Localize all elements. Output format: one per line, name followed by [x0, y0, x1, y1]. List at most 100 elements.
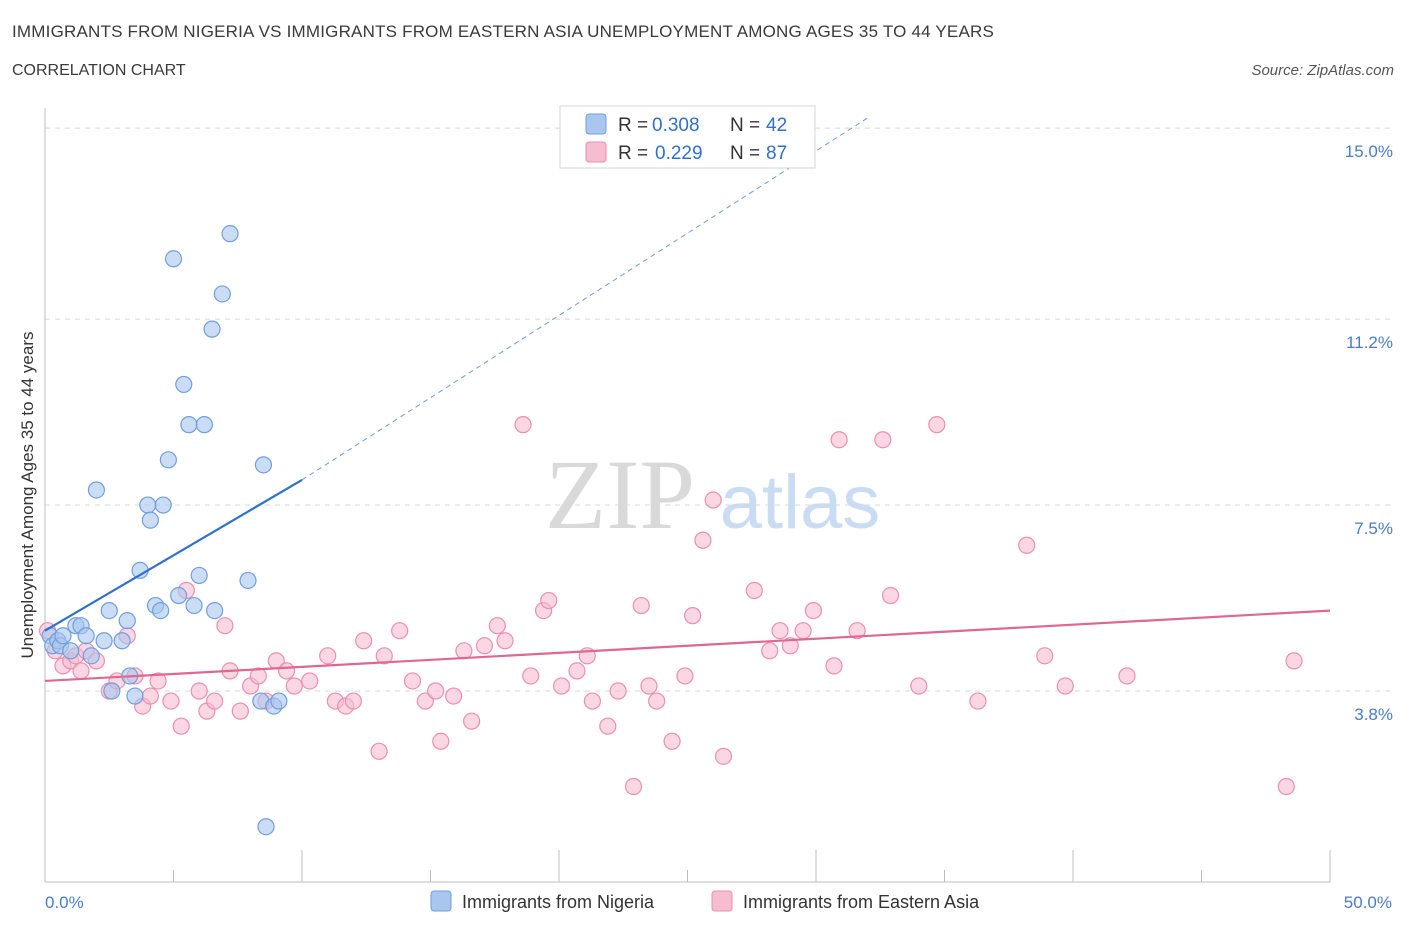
eastern-asia-point — [141, 687, 159, 705]
x-tick-label-max: 50.0% — [1344, 893, 1392, 912]
nigeria-point — [159, 451, 177, 469]
nigeria-point — [270, 692, 288, 710]
nigeria-point — [113, 632, 131, 650]
eastern-asia-point — [403, 672, 422, 690]
nigeria-point — [95, 632, 113, 650]
bottom-legend-label-nigeria: Immigrants from Nigeria — [462, 892, 655, 912]
eastern-asia-point — [874, 431, 892, 449]
nigeria-point — [213, 285, 231, 303]
nigeria-point — [203, 320, 221, 338]
eastern-asia-point — [771, 622, 789, 640]
nigeria-point — [154, 496, 172, 514]
nigeria-point — [180, 416, 198, 434]
nigeria-point — [206, 601, 224, 620]
eastern-asia-trend-line — [44, 609, 1331, 683]
eastern-asia-point — [599, 717, 617, 735]
eastern-asia-point — [1277, 777, 1295, 796]
y-tick-label: 11.2% — [1346, 333, 1393, 352]
eastern-asia-point — [583, 692, 602, 710]
nigeria-point — [254, 456, 273, 474]
eastern-asia-point — [640, 677, 658, 695]
nigeria-points — [41, 225, 288, 836]
nigeria-point — [54, 627, 72, 645]
eastern-asia-point — [249, 667, 267, 685]
watermark-atlas: atlas — [720, 460, 881, 545]
eastern-asia-point — [427, 682, 445, 700]
y-axis-label: Unemployment Among Ages 35 to 44 years — [18, 332, 37, 659]
eastern-asia-point — [206, 692, 224, 710]
eastern-asia-point — [1018, 536, 1036, 554]
eastern-asia-point — [745, 581, 763, 600]
eastern-asia-point — [190, 682, 208, 700]
watermark-zip: ZIP — [545, 439, 695, 550]
eastern-asia-point — [910, 677, 928, 695]
chart-subtitle: CORRELATION CHART — [12, 62, 186, 79]
legend-r-label-nigeria: R = — [618, 115, 648, 136]
nigeria-point — [257, 818, 275, 836]
eastern-asia-point — [969, 692, 987, 710]
nigeria-point — [82, 647, 100, 665]
bottom-legend-swatch-nigeria — [430, 890, 452, 912]
eastern-asia-point — [319, 647, 337, 665]
eastern-asia-point — [216, 617, 234, 635]
legend-n-label-eastern-asia: N = — [730, 143, 760, 164]
eastern-asia-point — [162, 692, 180, 710]
legend-n-label-nigeria: N = — [730, 115, 760, 136]
eastern-asia-point — [928, 416, 946, 434]
eastern-asia-point — [391, 622, 409, 640]
eastern-asia-point — [375, 647, 393, 665]
eastern-asia-point — [301, 672, 319, 690]
eastern-asia-point — [684, 607, 702, 625]
eastern-asia-point — [848, 622, 866, 640]
eastern-asia-point — [881, 586, 900, 605]
chart-title: IMMIGRANTS FROM NIGERIA VS IMMIGRANTS FR… — [12, 22, 995, 41]
eastern-asia-point — [648, 692, 666, 710]
nigeria-point — [103, 682, 121, 700]
nigeria-point — [175, 375, 193, 394]
nigeria-point — [141, 511, 159, 529]
eastern-asia-point — [694, 531, 712, 549]
eastern-asia-point — [416, 692, 434, 710]
nigeria-point — [62, 642, 80, 660]
legend-n-value-eastern-asia: 87 — [766, 143, 787, 164]
nigeria-point — [152, 601, 170, 620]
eastern-asia-point — [1056, 677, 1074, 695]
eastern-asia-point — [514, 416, 532, 434]
nigeria-point — [221, 225, 239, 243]
eastern-asia-point — [761, 642, 779, 660]
eastern-asia-point — [804, 601, 823, 620]
eastern-asia-point — [522, 667, 540, 685]
eastern-asia-point — [344, 692, 362, 710]
eastern-asia-point — [609, 682, 627, 700]
eastern-asia-point — [568, 662, 586, 680]
nigeria-point — [164, 250, 183, 268]
bottom-legend-label-eastern-asia: Immigrants from Eastern Asia — [743, 892, 980, 912]
eastern-asia-point — [1285, 652, 1303, 670]
legend-r-label-eastern-asia: R = — [618, 143, 648, 164]
legend-swatch-nigeria — [585, 113, 607, 135]
x-axis-ticks — [44, 850, 1331, 882]
eastern-asia-point — [149, 672, 167, 690]
nigeria-point — [126, 687, 144, 705]
eastern-asia-point — [794, 622, 812, 640]
eastern-asia-point — [552, 677, 571, 695]
legend-swatch-eastern-asia — [585, 141, 607, 163]
eastern-asia-point — [825, 657, 843, 675]
eastern-asia-point — [781, 637, 799, 655]
nigeria-point — [239, 571, 257, 590]
eastern-asia-point — [277, 662, 296, 680]
y-axis-tick-labels: 3.8% 7.5% 11.2% 15.0% — [1345, 142, 1393, 724]
y-tick-label: 7.5% — [1354, 519, 1393, 538]
nigeria-point — [170, 586, 188, 605]
nigeria-point — [87, 481, 106, 499]
eastern-asia-point — [231, 702, 249, 720]
eastern-asia-point — [72, 662, 90, 680]
nigeria-point — [118, 612, 136, 630]
watermark: ZIP atlas — [545, 439, 880, 550]
y-tick-label: 15.0% — [1345, 142, 1393, 161]
bottom-legend: Immigrants from Nigeria Immigrants from … — [430, 890, 980, 912]
nigeria-point — [185, 596, 203, 615]
eastern-asia-point — [172, 717, 190, 735]
eastern-asia-point — [488, 617, 506, 635]
eastern-asia-point — [496, 632, 514, 650]
